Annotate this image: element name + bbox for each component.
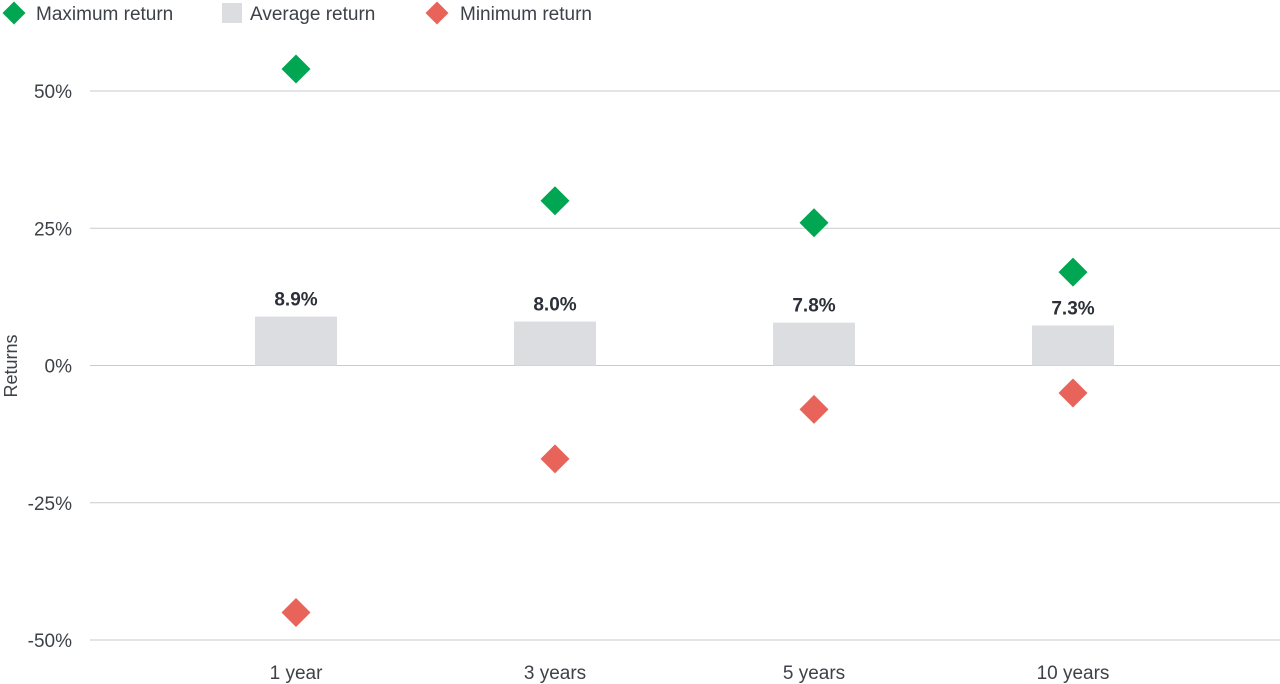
average-return-label: 8.0% bbox=[533, 295, 576, 316]
y-tick-label: 25% bbox=[34, 219, 72, 240]
legend-label: Minimum return bbox=[460, 4, 592, 25]
x-tick-label: 3 years bbox=[524, 663, 586, 684]
minimum-return-marker bbox=[1058, 378, 1088, 408]
minimum-return-marker bbox=[799, 394, 829, 424]
maximum-return-marker bbox=[799, 208, 829, 238]
maximum-return-marker bbox=[1058, 257, 1088, 287]
legend-item-minimum-return: Minimum return bbox=[425, 1, 592, 25]
y-tick-label: -50% bbox=[28, 631, 72, 652]
legend-item-average-return: Average return bbox=[222, 3, 375, 25]
x-tick-label: 5 years bbox=[783, 663, 845, 684]
minimum-return-marker bbox=[540, 444, 570, 474]
average-return-bar bbox=[255, 316, 337, 366]
y-axis-ticks: 50% 25% 0% -25% -50% bbox=[28, 82, 72, 652]
legend-label: Maximum return bbox=[36, 4, 173, 25]
legend-item-maximum-return: Maximum return bbox=[2, 1, 173, 25]
y-tick-label: 50% bbox=[34, 82, 72, 103]
average-bars: 8.9% 8.0% 7.8% 7.3% bbox=[255, 290, 1114, 366]
average-return-label: 8.9% bbox=[274, 290, 317, 311]
average-return-bar bbox=[773, 322, 855, 366]
legend: Maximum return Average return Minimum retu… bbox=[2, 1, 592, 25]
x-tick-label: 10 years bbox=[1037, 663, 1110, 684]
return-markers bbox=[281, 54, 1088, 628]
x-tick-label: 1 year bbox=[270, 663, 323, 684]
x-axis-ticks: 1 year 3 years 5 years 10 years bbox=[270, 663, 1110, 684]
average-return-label: 7.8% bbox=[792, 296, 835, 317]
maximum-return-marker bbox=[540, 186, 570, 216]
maximum-return-marker bbox=[281, 54, 311, 84]
legend-swatch bbox=[2, 1, 26, 25]
legend-label: Average return bbox=[250, 4, 375, 25]
y-axis-title: Returns bbox=[1, 334, 21, 397]
minimum-return-marker bbox=[281, 598, 311, 628]
average-return-bar bbox=[514, 321, 596, 366]
legend-swatch bbox=[425, 1, 449, 25]
legend-swatch bbox=[222, 3, 242, 23]
average-return-label: 7.3% bbox=[1051, 298, 1094, 319]
y-tick-label: 0% bbox=[45, 357, 73, 378]
y-tick-label: -25% bbox=[28, 494, 72, 515]
average-return-bar bbox=[1032, 325, 1114, 366]
